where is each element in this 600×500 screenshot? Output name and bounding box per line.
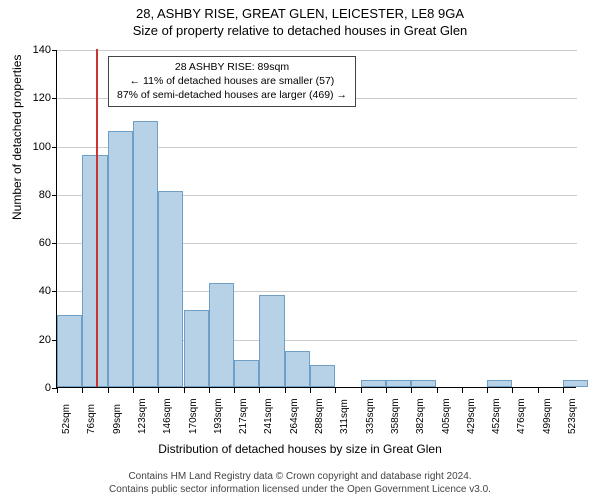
xtick-mark xyxy=(133,388,134,393)
subtitle: Size of property relative to detached ho… xyxy=(0,21,600,38)
annotation-box: 28 ASHBY RISE: 89sqm ← 11% of detached h… xyxy=(108,56,356,107)
xtick-mark xyxy=(184,388,185,393)
xtick-mark xyxy=(487,388,488,393)
xtick-mark xyxy=(234,388,235,393)
address-title: 28, ASHBY RISE, GREAT GLEN, LEICESTER, L… xyxy=(0,0,600,21)
xtick-label: 146sqm xyxy=(162,398,173,434)
xtick-mark xyxy=(563,388,564,393)
histogram-bar xyxy=(411,380,436,387)
footer-line2: Contains public sector information licen… xyxy=(0,483,600,496)
ytick-label: 80 xyxy=(11,189,51,201)
xtick-label: 311sqm xyxy=(339,399,350,434)
xtick-label: 52sqm xyxy=(61,404,72,434)
histogram-bar xyxy=(133,121,158,387)
histogram-bar xyxy=(563,380,588,387)
ytick-label: 120 xyxy=(11,92,51,104)
chart-container: 28, ASHBY RISE, GREAT GLEN, LEICESTER, L… xyxy=(0,0,600,500)
histogram-bar xyxy=(234,360,259,387)
xtick-mark xyxy=(361,388,362,393)
ytick-mark xyxy=(52,50,57,51)
xtick-label: 358sqm xyxy=(390,398,401,434)
histogram-bar xyxy=(158,191,183,387)
histogram-bar xyxy=(361,380,386,387)
ytick-mark xyxy=(52,195,57,196)
xtick-mark xyxy=(57,388,58,393)
ytick-label: 20 xyxy=(11,334,51,346)
histogram-bar xyxy=(386,380,411,387)
xtick-mark xyxy=(512,388,513,393)
ytick-mark xyxy=(52,291,57,292)
xtick-mark xyxy=(386,388,387,393)
histogram-bar xyxy=(184,310,209,387)
xtick-mark xyxy=(82,388,83,393)
xtick-mark xyxy=(259,388,260,393)
xtick-mark xyxy=(538,388,539,393)
xtick-label: 170sqm xyxy=(188,398,199,434)
xtick-label: 288sqm xyxy=(314,398,325,434)
ytick-mark xyxy=(52,98,57,99)
xtick-mark xyxy=(411,388,412,393)
ytick-label: 60 xyxy=(11,237,51,249)
ytick-label: 0 xyxy=(11,382,51,394)
xtick-mark xyxy=(310,388,311,393)
xtick-mark xyxy=(437,388,438,393)
histogram-bar xyxy=(487,380,512,387)
xtick-label: 99sqm xyxy=(112,404,123,434)
xtick-label: 476sqm xyxy=(516,398,527,434)
xtick-label: 382sqm xyxy=(415,398,426,434)
ytick-label: 100 xyxy=(11,141,51,153)
histogram-bar xyxy=(108,131,133,387)
histogram-bar xyxy=(259,295,284,387)
histogram-bar xyxy=(209,283,234,387)
xtick-label: 264sqm xyxy=(289,398,300,434)
xtick-mark xyxy=(462,388,463,393)
xtick-mark xyxy=(209,388,210,393)
xtick-mark xyxy=(335,388,336,393)
xtick-label: 405sqm xyxy=(441,398,452,434)
xtick-label: 499sqm xyxy=(542,398,553,434)
xtick-mark xyxy=(285,388,286,393)
histogram-bar xyxy=(285,351,310,387)
gridline xyxy=(57,50,577,51)
marker-line xyxy=(96,49,98,387)
ytick-mark xyxy=(52,243,57,244)
footer-line1: Contains HM Land Registry data © Crown c… xyxy=(0,470,600,483)
xtick-label: 76sqm xyxy=(86,404,97,434)
histogram-bar xyxy=(57,315,82,387)
x-axis-label: Distribution of detached houses by size … xyxy=(0,442,600,456)
ytick-label: 40 xyxy=(11,285,51,297)
annotation-line3: 87% of semi-detached houses are larger (… xyxy=(117,88,347,102)
ytick-mark xyxy=(52,147,57,148)
annotation-line1: 28 ASHBY RISE: 89sqm xyxy=(117,60,347,74)
ytick-label: 140 xyxy=(11,44,51,56)
xtick-label: 241sqm xyxy=(263,398,274,434)
xtick-mark xyxy=(108,388,109,393)
annotation-line2: ← 11% of detached houses are smaller (57… xyxy=(117,74,347,88)
xtick-label: 523sqm xyxy=(567,398,578,434)
xtick-mark xyxy=(158,388,159,393)
xtick-label: 217sqm xyxy=(238,398,249,434)
xtick-label: 193sqm xyxy=(213,398,224,434)
xtick-label: 429sqm xyxy=(466,398,477,434)
histogram-bar xyxy=(310,365,335,387)
xtick-label: 452sqm xyxy=(491,398,502,434)
xtick-label: 123sqm xyxy=(137,398,148,434)
xtick-label: 335sqm xyxy=(365,398,376,434)
footer: Contains HM Land Registry data © Crown c… xyxy=(0,470,600,496)
